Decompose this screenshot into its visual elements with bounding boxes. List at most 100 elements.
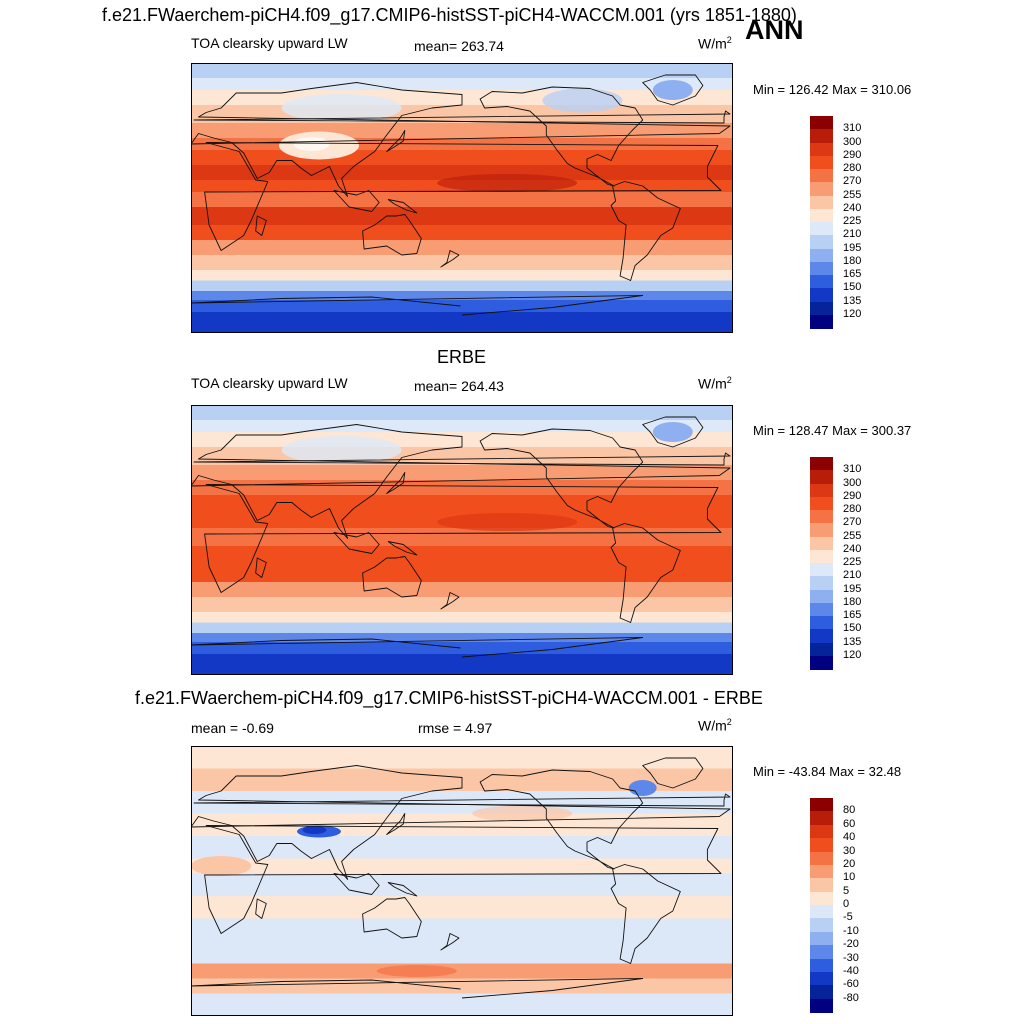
- colorbar-tick-label: -20: [843, 938, 859, 951]
- panel3-mean-label: mean = -0.69: [191, 720, 274, 736]
- panel3-map: [191, 746, 733, 1016]
- panel2-units: W/m2: [698, 375, 732, 392]
- colorbar-segment: [810, 851, 833, 866]
- colorbar-segment: [810, 523, 833, 537]
- panel2-title: ERBE: [437, 347, 487, 367]
- colorbar-segment: [810, 208, 833, 223]
- colorbar-tick-label: 20: [843, 857, 856, 870]
- colorbar-segment: [810, 222, 833, 236]
- colorbar-tick-label: 210: [843, 569, 862, 582]
- colorbar-segment: [810, 275, 833, 289]
- colorbar-tick-label: 150: [843, 622, 862, 635]
- panel3-rmse-label: rmse = 4.97: [418, 720, 493, 736]
- colorbar-tick-label: 310: [843, 463, 862, 476]
- colorbar-segment: [810, 891, 833, 906]
- colorbar-tick-label: 240: [843, 542, 862, 555]
- colorbar-segment: [810, 483, 833, 498]
- panel2-map: [191, 405, 733, 675]
- panel1-title: f.e21.FWaerchem-piCH4.f09_g17.CMIP6-hist…: [102, 5, 797, 25]
- colorbar-segment: [810, 824, 833, 839]
- colorbar-tick-label: 135: [843, 635, 862, 648]
- colorbar-tick-label: 210: [843, 228, 862, 241]
- colorbar-segment: [810, 314, 833, 329]
- panel1-colorbar: [810, 116, 833, 329]
- panel2-colorbar: [810, 457, 833, 670]
- panel3-colorbar: [810, 798, 833, 1013]
- colorbar-tick-label: 255: [843, 529, 862, 542]
- colorbar-tick-label: 165: [843, 268, 862, 280]
- colorbar-segment: [810, 248, 833, 263]
- panel3-title: f.e21.FWaerchem-piCH4.f09_g17.CMIP6-hist…: [135, 688, 763, 708]
- colorbar-tick-label: 120: [843, 648, 862, 661]
- colorbar-segment: [810, 811, 833, 826]
- panel1-map: [191, 63, 733, 333]
- colorbar-segment: [810, 985, 833, 1000]
- colorbar-segment: [810, 958, 833, 973]
- colorbar-tick-label: 195: [843, 582, 862, 595]
- colorbar-tick-label: -80: [843, 991, 859, 1004]
- colorbar-segment: [810, 589, 833, 604]
- colorbar-segment: [810, 945, 833, 959]
- panel2-minmax: Min = 128.47 Max = 300.37: [753, 423, 912, 438]
- colorbar-tick-label: -10: [843, 924, 859, 937]
- colorbar-segment: [810, 129, 833, 143]
- colorbar-tick-label: -30: [843, 951, 859, 964]
- colorbar-tick-label: 290: [843, 489, 862, 502]
- colorbar-tick-label: 300: [843, 476, 862, 489]
- colorbar-tick-label: 120: [843, 307, 862, 320]
- colorbar-segment: [810, 182, 833, 196]
- colorbar-segment: [810, 798, 833, 812]
- colorbar-tick-label: -60: [843, 978, 859, 991]
- colorbar-tick-label: 180: [843, 595, 862, 608]
- colorbar-segment: [810, 864, 833, 879]
- colorbar-segment: [810, 288, 833, 302]
- colorbar-segment: [810, 905, 833, 919]
- panel1-units: W/m2: [698, 35, 732, 52]
- season-label: ANN: [745, 15, 804, 45]
- colorbar-tick-label: 30: [843, 844, 856, 857]
- colorbar-tick-label: 240: [843, 201, 862, 214]
- colorbar-segment: [810, 142, 833, 157]
- colorbar-segment: [810, 838, 833, 852]
- colorbar-tick-label: 40: [843, 831, 856, 844]
- colorbar-tick-label: 0: [843, 898, 850, 910]
- colorbar-tick-label: 310: [843, 122, 862, 135]
- colorbar-segment: [810, 536, 833, 551]
- colorbar-tick-label: 180: [843, 254, 862, 267]
- colorbar-segment: [810, 655, 833, 670]
- colorbar-segment: [810, 496, 833, 511]
- colorbar-segment: [810, 301, 833, 316]
- colorbar-segment: [810, 878, 833, 893]
- colorbar-tick-label: 225: [843, 556, 862, 568]
- colorbar-tick-label: 80: [843, 804, 856, 817]
- colorbar-tick-label: 10: [843, 871, 856, 884]
- colorbar-tick-label: 290: [843, 148, 862, 161]
- colorbar-segment: [810, 576, 833, 590]
- colorbar-segment: [810, 470, 833, 484]
- panel1-mean-label: mean= 263.74: [414, 38, 504, 54]
- colorbar-segment: [810, 616, 833, 630]
- colorbar-tick-label: 195: [843, 241, 862, 254]
- colorbar-tick-label: 5: [843, 884, 850, 897]
- colorbar-segment: [810, 116, 833, 130]
- colorbar-segment: [810, 510, 833, 524]
- colorbar-tick-label: 165: [843, 609, 862, 621]
- colorbar-segment: [810, 918, 833, 933]
- colorbar-segment: [810, 169, 833, 183]
- colorbar-segment: [810, 457, 833, 471]
- panel1-left-label: TOA clearsky upward LW: [191, 35, 348, 51]
- colorbar-segment: [810, 931, 833, 946]
- colorbar-tick-label: -5: [843, 911, 853, 924]
- colorbar-tick-label: 135: [843, 294, 862, 307]
- colorbar-segment: [810, 563, 833, 577]
- colorbar-tick-label: 255: [843, 188, 862, 201]
- colorbar-tick-label: 280: [843, 503, 862, 515]
- colorbar-segment: [810, 602, 833, 617]
- panel3-minmax: Min = -43.84 Max = 32.48: [753, 764, 902, 779]
- colorbar-segment: [810, 629, 833, 643]
- panel1-minmax: Min = 126.42 Max = 310.06: [753, 82, 912, 97]
- colorbar-segment: [810, 998, 833, 1013]
- colorbar-segment: [810, 155, 833, 170]
- colorbar-tick-label: 150: [843, 281, 862, 294]
- panel2-mean-label: mean= 264.43: [414, 378, 504, 394]
